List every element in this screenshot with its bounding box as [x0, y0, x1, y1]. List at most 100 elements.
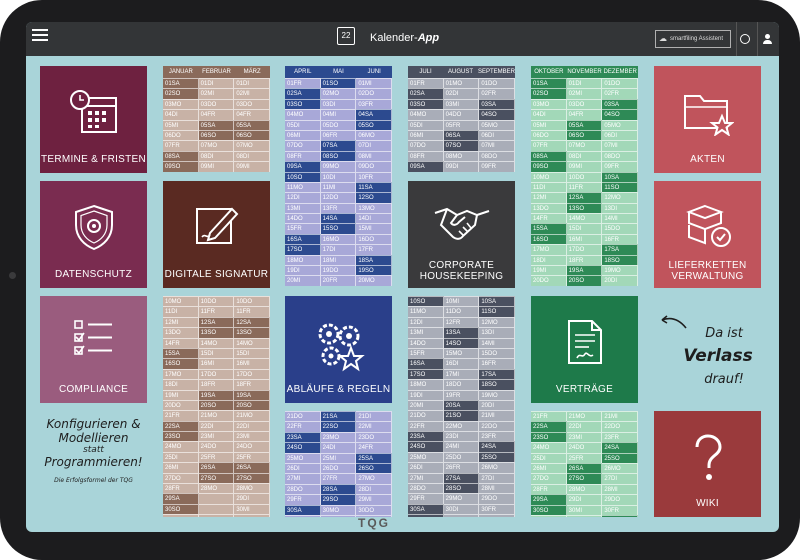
calendar-day[interactable]: 07DO [408, 140, 444, 151]
calendar-day[interactable]: 31DO [234, 514, 270, 517]
calendar-day[interactable]: 31SO [408, 514, 444, 517]
calendar-day[interactable]: 05SO [356, 119, 392, 130]
calendar-day[interactable]: 12SO [356, 192, 392, 203]
calendar-day[interactable]: 10MO [531, 171, 567, 182]
calendar-day[interactable]: 27MI [285, 473, 321, 484]
calendar-day[interactable]: 20SO [198, 399, 235, 411]
calendar-day[interactable]: 13MI [285, 202, 321, 214]
calendar-day[interactable]: 05SA [566, 119, 603, 130]
calendar-day[interactable]: 29FR [408, 493, 444, 504]
calendar-day[interactable]: 06DI [602, 129, 638, 141]
calendar-day[interactable]: 07SA [320, 140, 357, 151]
calendar-day[interactable]: 02SA [408, 88, 444, 99]
calendar-day[interactable]: 20MO [356, 275, 392, 286]
calendar-day[interactable]: 10SA [602, 171, 638, 182]
calendar-day[interactable]: 21SO [443, 410, 480, 421]
calendar-day[interactable]: 12SA [566, 192, 603, 203]
calendar-day[interactable]: 15MI [356, 223, 392, 234]
calendar-day[interactable]: 18FR [234, 379, 270, 390]
calendar-day[interactable]: 14DI [356, 213, 392, 224]
calendar-day[interactable]: 07SO [443, 140, 480, 151]
calendar-day[interactable]: 30DO [356, 504, 392, 515]
calendar-day[interactable]: 02SA [285, 88, 321, 99]
calendar-day[interactable]: 30FR [602, 504, 638, 515]
calendar-day[interactable]: 19MI [531, 265, 567, 276]
calendar-day[interactable]: 18FR [566, 254, 603, 266]
calendar-day[interactable]: 23SO [531, 431, 567, 443]
calendar-day[interactable]: 22DI [234, 420, 270, 432]
calendar-day[interactable]: 21DI [356, 411, 392, 422]
calendar-day[interactable]: 08SA [531, 150, 567, 162]
calendar-day[interactable]: 20DO [531, 275, 567, 286]
calendar-day[interactable]: 22DO [602, 421, 638, 432]
calendar-day[interactable]: 24MO [163, 441, 199, 452]
calendar-day[interactable]: 28MI [602, 483, 638, 495]
calendar-day[interactable]: 11SO [602, 181, 638, 193]
calendar-day[interactable]: 23SO [163, 431, 199, 442]
calendar-day[interactable]: 12DI [408, 316, 444, 328]
calendar-day[interactable]: 12MO [479, 316, 515, 328]
calendar-day[interactable]: 04MI [320, 109, 357, 120]
calendar-day[interactable]: 10DO [566, 171, 603, 182]
calendar-day[interactable]: 15DI [566, 223, 603, 234]
calendar-day[interactable]: 03SO [408, 98, 444, 110]
calendar-day[interactable]: 28DO [285, 483, 321, 495]
calendar-day[interactable]: 29DO [479, 493, 515, 504]
calendar-day[interactable]: 06DO [163, 129, 199, 141]
calendar-day[interactable]: 23FR [602, 431, 638, 443]
calendar-day[interactable]: 04FR [566, 109, 603, 120]
calendar-day[interactable]: 17MO [163, 368, 199, 380]
calendar-day[interactable]: 16SO [531, 233, 567, 245]
calendar-day[interactable]: 26MO [479, 462, 515, 473]
calendar-day[interactable]: 06SO [566, 129, 603, 141]
calendar-day[interactable]: 26SA [234, 462, 270, 473]
calendar-day[interactable]: 07MO [198, 140, 235, 151]
calendar-day[interactable]: 28DI [356, 483, 392, 495]
calendar-day[interactable]: 05SA [234, 119, 270, 130]
calendar-day[interactable]: 02MI [198, 88, 235, 99]
calendar-day[interactable]: 19DO [320, 265, 357, 276]
calendar-day[interactable]: 18SO [602, 254, 638, 266]
calendar-day[interactable]: 09MI [234, 161, 270, 172]
calendar-day[interactable]: 17MI [443, 368, 480, 380]
calendar-day[interactable]: 15SA [163, 347, 199, 359]
calendar-day[interactable]: 20MI [285, 275, 321, 286]
calendar-day[interactable]: 16SO [163, 358, 199, 369]
calendar-day[interactable]: 25DI [531, 452, 567, 463]
hamburger-icon[interactable] [32, 29, 48, 45]
calendar-day[interactable]: 03SA [479, 98, 515, 110]
tile-datenschutz[interactable]: DATENSCHUTZ [40, 181, 147, 288]
calendar-day[interactable]: 21MI [602, 411, 638, 422]
calendar-day[interactable]: 11MI [320, 181, 357, 193]
calendar-day[interactable]: 13DO [531, 202, 567, 214]
calendar-day[interactable]: 15SA [531, 223, 567, 234]
calendar-day[interactable]: 13DI [479, 327, 515, 338]
calendar-day[interactable]: 14FR [163, 337, 199, 348]
calendar-day[interactable]: 13MO [356, 202, 392, 214]
calendar-day[interactable]: 03FR [356, 98, 392, 110]
calendar-day[interactable]: 20DI [602, 275, 638, 286]
tile-akten[interactable]: AKTEN [654, 66, 761, 173]
calendar-day[interactable]: 29MI [356, 494, 392, 505]
calendar-day[interactable]: 22MO [443, 420, 480, 432]
calendar-day[interactable]: 10DO [234, 296, 270, 307]
calendar-day[interactable]: 03DO [234, 98, 270, 110]
tile-termine-fristen[interactable]: TERMINE & FRISTEN [40, 66, 147, 173]
calendar-day[interactable]: 19MO [602, 265, 638, 276]
calendar-day[interactable]: 17DO [566, 244, 603, 255]
calendar-day[interactable]: 24DO [234, 441, 270, 452]
tile-lieferketten[interactable]: LIEFERKETTEN VERWALTUNG [654, 181, 761, 288]
calendar-day[interactable]: 28FR [531, 483, 567, 495]
calendar-day[interactable]: 11SO [479, 306, 515, 317]
calendar-day[interactable]: 06SO [234, 129, 270, 141]
calendar-day[interactable]: 17MO [531, 244, 567, 255]
calendar-day[interactable]: 15SO [320, 223, 357, 234]
calendar-day[interactable]: 21MI [479, 410, 515, 421]
assistant-button[interactable]: ☁ smartfiling Assistent [655, 30, 731, 48]
calendar-day[interactable]: 07MI [602, 140, 638, 151]
calendar-day[interactable]: 02MO [320, 88, 357, 99]
calendar-day[interactable] [566, 514, 603, 517]
calendar-day[interactable]: 30MI [234, 503, 270, 515]
calendar-day[interactable]: 28MI [479, 483, 515, 494]
calendar-day[interactable]: 11MO [408, 306, 444, 317]
